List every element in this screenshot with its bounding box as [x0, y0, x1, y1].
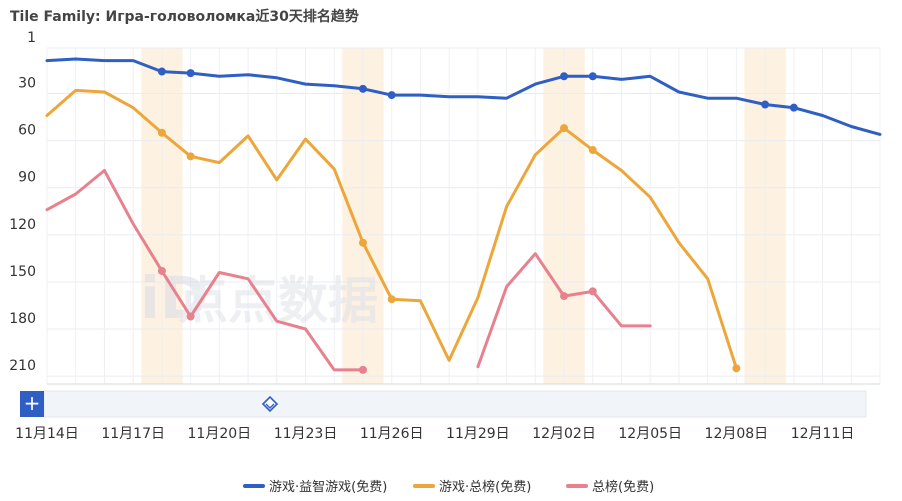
y-tick-label: 120 — [9, 217, 36, 233]
data-point[interactable] — [589, 146, 597, 154]
x-tick-label: 12月05日 — [618, 426, 682, 442]
watermark-logo: iD 点点数据 — [140, 264, 378, 332]
data-point[interactable] — [589, 287, 597, 295]
x-axis-ticks: 11月14日 11月17日 11月20日 11月23日 11月26日 11月29日 12月0… — [15, 426, 854, 442]
data-point[interactable] — [359, 239, 367, 247]
y-tick-label: 1 — [27, 30, 36, 46]
data-point[interactable] — [589, 72, 597, 80]
data-point[interactable] — [158, 68, 166, 76]
x-tick-label: 11月14日 — [15, 426, 79, 442]
legend-item-label[interactable]: 总榜(免费) — [592, 479, 654, 495]
data-point[interactable] — [560, 124, 568, 132]
data-point[interactable] — [187, 312, 195, 320]
x-tick-label: 11月20日 — [188, 426, 252, 442]
data-point[interactable] — [388, 295, 396, 303]
x-tick-label: 12月11日 — [791, 426, 855, 442]
data-point[interactable] — [359, 85, 367, 93]
data-point[interactable] — [187, 69, 195, 77]
legend: 游戏·益智游戏(免费) 游戏·总榜(免费) 总榜(免费) — [245, 479, 654, 495]
add-button[interactable]: + — [20, 391, 44, 417]
add-button-label: + — [24, 391, 41, 415]
x-tick-label: 11月29日 — [446, 426, 510, 442]
data-point[interactable] — [158, 129, 166, 137]
y-tick-label: 90 — [18, 170, 36, 186]
y-tick-label: 30 — [18, 76, 36, 92]
data-point[interactable] — [388, 91, 396, 99]
x-tick-label: 11月17日 — [101, 426, 165, 442]
y-tick-label: 180 — [9, 311, 36, 327]
y-axis-ticks: 1 30 60 90 120 150 180 210 — [9, 30, 36, 374]
data-point[interactable] — [790, 104, 798, 112]
x-tick-label: 11月26日 — [360, 426, 424, 442]
data-point[interactable] — [732, 364, 740, 372]
x-tick-label: 12月02日 — [532, 426, 596, 442]
data-point[interactable] — [560, 72, 568, 80]
legend-item-label[interactable]: 游戏·益智游戏(免费) — [269, 480, 387, 495]
highlight-bands — [141, 48, 786, 384]
legend-item-label[interactable]: 游戏·总榜(免费) — [439, 479, 531, 495]
data-point[interactable] — [187, 152, 195, 160]
data-point[interactable] — [761, 101, 769, 109]
data-point[interactable] — [560, 292, 568, 300]
data-point[interactable] — [158, 267, 166, 275]
x-tick-label: 12月08日 — [705, 426, 769, 442]
data-point[interactable] — [359, 366, 367, 374]
y-tick-label: 210 — [9, 358, 36, 374]
scroll-track[interactable] — [44, 391, 866, 417]
y-tick-label: 150 — [9, 264, 36, 280]
x-tick-label: 11月23日 — [274, 426, 338, 442]
y-tick-label: 60 — [18, 123, 36, 139]
